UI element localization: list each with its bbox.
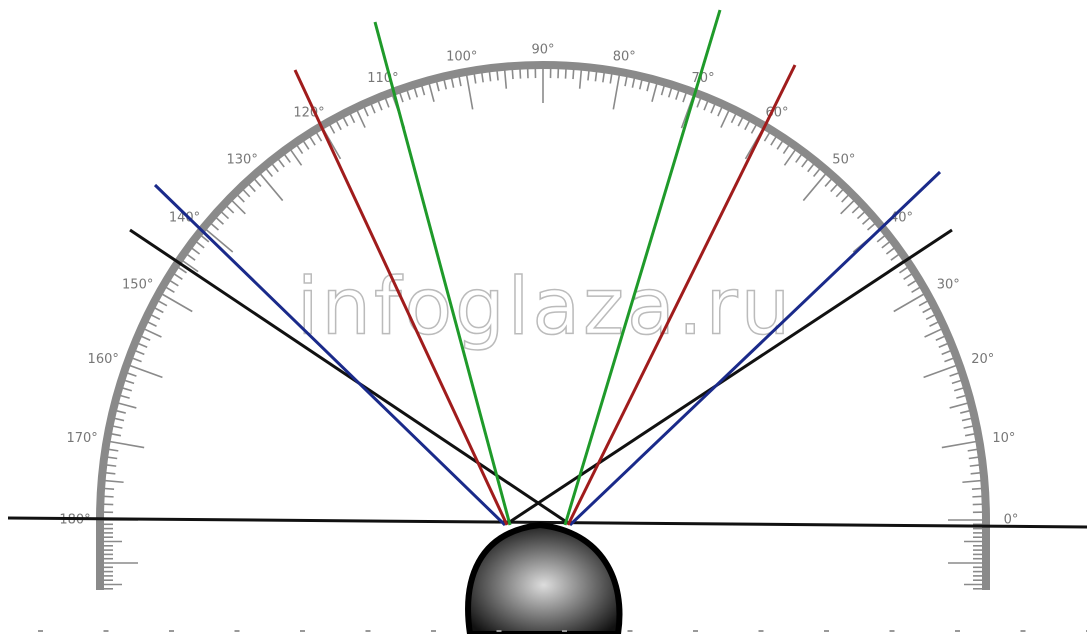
head	[465, 521, 623, 634]
tick	[126, 363, 163, 379]
tick	[612, 71, 621, 110]
watermark: infoglaza.ru	[297, 262, 793, 352]
blue-line-left	[153, 183, 507, 527]
tick	[923, 363, 960, 379]
scale-label: 110°	[367, 71, 398, 86]
scale-label: 30°	[937, 278, 960, 293]
scale-label: 100°	[446, 50, 477, 65]
protractor-labels: 0°10°20°30°40°50°60°70°80°90°100°110°120…	[59, 43, 1018, 528]
black-line-right	[507, 228, 953, 525]
tick	[257, 170, 284, 202]
tick	[802, 170, 829, 202]
tick	[158, 291, 193, 313]
tick	[203, 226, 234, 253]
tick	[941, 440, 980, 449]
scale-label: 10°	[992, 431, 1015, 446]
tick	[465, 71, 474, 110]
scale-label: 120°	[293, 105, 324, 120]
scale-label: 150°	[122, 278, 153, 293]
scale-label: 170°	[66, 431, 97, 446]
green-line-left	[373, 21, 512, 526]
red-line-left	[293, 69, 509, 526]
scale-label: 90°	[531, 43, 554, 58]
scale-label: 20°	[971, 352, 994, 367]
scale-label: 160°	[88, 352, 119, 367]
scale-label: 0°	[1004, 513, 1019, 528]
scale-label: 130°	[227, 152, 258, 167]
tick	[106, 440, 145, 449]
view-lines	[129, 9, 953, 527]
scale-label: 50°	[832, 152, 855, 167]
horizon-line	[7, 516, 1087, 529]
tick	[893, 291, 928, 313]
protractor-arc	[96, 61, 990, 590]
blue-line-right	[568, 170, 942, 527]
red-line-right	[566, 64, 797, 526]
scale-label: 70°	[692, 71, 715, 86]
scale-label: 80°	[613, 50, 636, 65]
scale-label: 60°	[765, 105, 788, 120]
green-line-right	[563, 9, 722, 526]
